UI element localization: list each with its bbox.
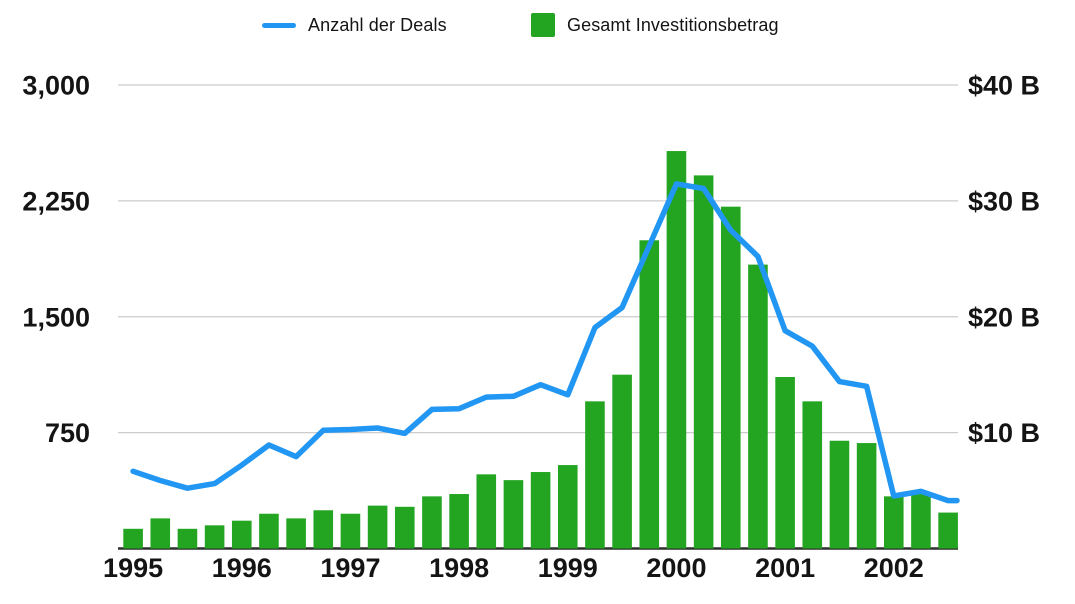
investment-bar (720, 206, 741, 549)
left-axis-tick-label: 1,500 (22, 302, 90, 332)
right-axis-tick-label: $10 B (968, 418, 1040, 448)
investment-bar (911, 494, 931, 549)
investment-bar (829, 440, 850, 549)
investment-bar (394, 506, 415, 549)
left-axis-tick-label: 3,000 (22, 71, 90, 101)
right-axis-tick-label: $30 B (968, 186, 1040, 216)
investment-bar (748, 264, 768, 549)
investment-bar (313, 510, 334, 549)
x-axis-year-label: 2001 (755, 553, 815, 583)
investment-bar (231, 520, 252, 549)
investment-bar (938, 512, 958, 549)
investment-bar (259, 513, 279, 549)
investment-bar (802, 401, 823, 549)
left-axis-tick-label: 750 (45, 418, 90, 448)
investment-bar (557, 465, 578, 549)
deals-line (130, 181, 960, 504)
line-series-marker-icon (262, 22, 296, 28)
investment-bar (503, 480, 524, 549)
x-axis-year-label: 1999 (538, 553, 598, 583)
legend-label-investment: Gesamt Investitionsbetrag (567, 14, 779, 35)
legend-label-deals: Anzahl der Deals (308, 14, 447, 35)
investment-bar (422, 496, 442, 549)
x-axis-year-label: 1995 (103, 553, 163, 583)
investment-bar (123, 528, 143, 549)
investment-bar (476, 474, 497, 549)
legend-item-investment: Gesamt Investitionsbetrag (531, 12, 779, 38)
x-axis-year-label: 2000 (646, 553, 706, 583)
x-axis-year-label: 1996 (212, 553, 272, 583)
investment-bar (530, 472, 551, 549)
investment-bar (286, 518, 306, 549)
bar-series-marker-icon (531, 13, 555, 37)
investment-bar (639, 240, 660, 549)
x-axis-year-label: 1997 (320, 553, 380, 583)
investment-bar (666, 151, 687, 549)
investment-bar (177, 528, 198, 549)
right-axis-tick-label: $40 B (968, 71, 1040, 101)
x-axis-year-label: 1998 (429, 553, 489, 583)
investment-bar (856, 443, 877, 549)
investment-bar (340, 513, 361, 549)
investment-bar (775, 377, 795, 549)
left-axis-tick-label: 2,250 (22, 186, 90, 216)
x-axis-year-label: 2002 (864, 553, 924, 583)
investment-bar (612, 374, 632, 549)
investment-bar (693, 175, 714, 549)
investment-bar (367, 505, 388, 549)
chart-legend: Anzahl der Deals Gesamt Investitionsbetr… (0, 0, 1075, 50)
investment-bar (883, 496, 904, 549)
investment-bar (204, 525, 225, 549)
investment-bar (585, 401, 605, 549)
right-axis-tick-label: $20 B (968, 302, 1040, 332)
investment-bar (449, 494, 469, 549)
legend-item-deals: Anzahl der Deals (262, 12, 447, 38)
investment-bar (150, 518, 171, 549)
